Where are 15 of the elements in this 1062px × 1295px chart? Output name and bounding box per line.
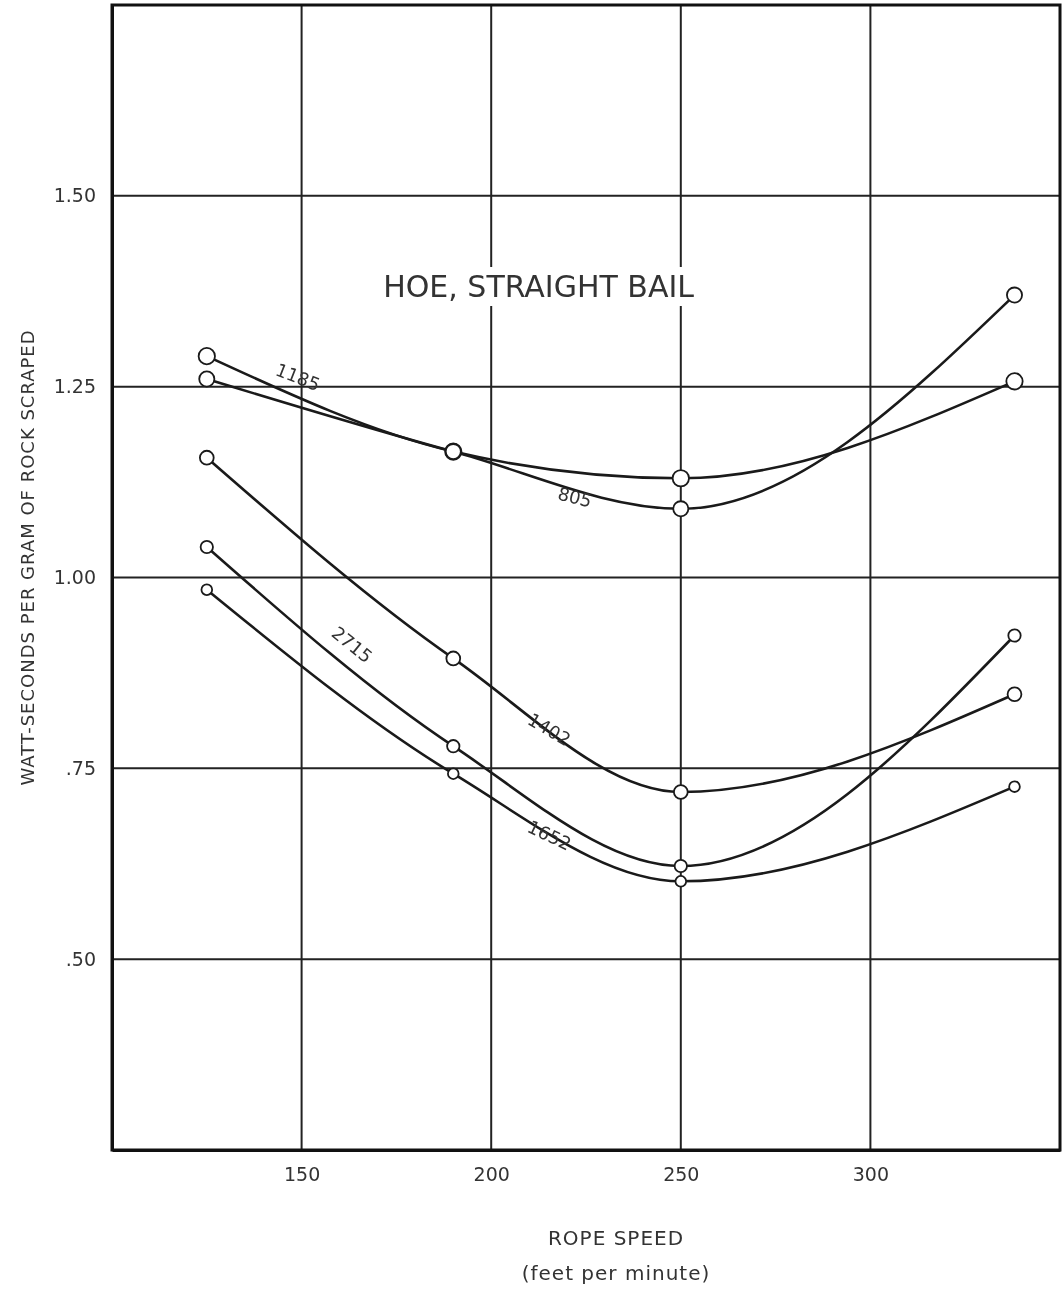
y-axis-title: WATT-SECONDS PER GRAM OF ROCK SCRAPED bbox=[17, 329, 38, 786]
text: 805 bbox=[555, 482, 595, 512]
y-tick-label: .50 bbox=[65, 947, 96, 970]
y-tick-label: .75 bbox=[65, 756, 96, 779]
y-tick-label: 1.50 bbox=[53, 184, 96, 207]
x-tick-label: 300 bbox=[852, 1163, 890, 1186]
y-tick-label: 1.00 bbox=[53, 566, 96, 589]
text: 1652 bbox=[524, 815, 575, 855]
x-tick-label: 250 bbox=[663, 1163, 700, 1186]
x-tick-label: 150 bbox=[283, 1163, 321, 1186]
text: HOE, STRAIGHT BAIL bbox=[383, 269, 695, 304]
text: 1185 bbox=[272, 358, 324, 395]
x-tick-label: 200 bbox=[473, 1163, 510, 1186]
x-axis-title: ROPE SPEED (feet per minute) bbox=[521, 1226, 711, 1285]
y-tick-label: 1.25 bbox=[53, 375, 96, 398]
